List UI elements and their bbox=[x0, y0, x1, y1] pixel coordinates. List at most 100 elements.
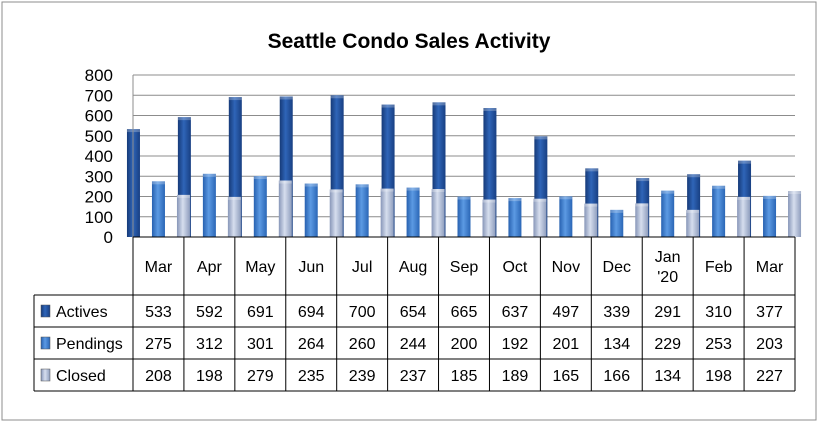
bar-bevel bbox=[406, 187, 420, 191]
legend-key-closed bbox=[40, 368, 51, 382]
bar-bevel bbox=[635, 203, 649, 207]
bar-bevel bbox=[636, 178, 650, 182]
data-label-actives: 377 bbox=[756, 304, 783, 321]
category-label: Apr bbox=[197, 259, 223, 276]
data-label-closed: 185 bbox=[451, 368, 478, 385]
bar-bevel bbox=[610, 209, 624, 213]
legend-key-pendings bbox=[40, 336, 51, 350]
bar-closed-8 bbox=[584, 203, 598, 237]
data-label-closed: 239 bbox=[349, 368, 376, 385]
bar-bevel bbox=[738, 160, 752, 164]
bar-bevel bbox=[228, 97, 242, 101]
bar-bevel bbox=[278, 180, 292, 184]
bar-bevel bbox=[584, 203, 598, 207]
bar-bevel bbox=[482, 199, 496, 203]
bar-bevel bbox=[330, 95, 344, 99]
data-label-pendings: 192 bbox=[502, 336, 529, 353]
bar-pendings-1 bbox=[202, 173, 216, 237]
bar-bevel bbox=[763, 195, 777, 199]
data-label-actives: 700 bbox=[349, 304, 376, 321]
category-label: Jan bbox=[655, 249, 681, 266]
category-label: Aug bbox=[399, 259, 427, 276]
bar-bevel bbox=[151, 181, 165, 185]
data-label-closed: 166 bbox=[603, 368, 630, 385]
data-label-closed: 279 bbox=[247, 368, 274, 385]
y-tick-label: 600 bbox=[85, 107, 113, 126]
bar-bevel bbox=[355, 184, 369, 188]
bar-closed-3 bbox=[329, 189, 343, 237]
bar-pendings-2 bbox=[253, 176, 267, 237]
bar-closed-5 bbox=[431, 189, 445, 237]
y-tick-label: 400 bbox=[85, 147, 113, 166]
data-label-pendings: 134 bbox=[603, 336, 630, 353]
bar-bevel bbox=[559, 196, 573, 200]
category-label: Jun bbox=[298, 259, 324, 276]
data-label-pendings: 203 bbox=[756, 336, 783, 353]
data-label-actives: 497 bbox=[552, 304, 579, 321]
data-label-actives: 592 bbox=[196, 304, 223, 321]
bar-bevel bbox=[253, 176, 267, 180]
data-label-pendings: 301 bbox=[247, 336, 274, 353]
bar-pendings-4 bbox=[355, 184, 369, 237]
bar-pendings-10 bbox=[661, 190, 675, 237]
category-label: Nov bbox=[552, 259, 580, 276]
data-label-closed: 208 bbox=[145, 368, 172, 385]
data-label-actives: 691 bbox=[247, 304, 274, 321]
bar-bevel bbox=[788, 191, 802, 195]
bar-pendings-0 bbox=[151, 181, 165, 237]
data-label-pendings: 264 bbox=[298, 336, 325, 353]
bar-bevel bbox=[202, 173, 216, 177]
bar-pendings-7 bbox=[508, 198, 522, 237]
bar-bevel bbox=[177, 117, 191, 121]
bar-bevel bbox=[380, 188, 394, 192]
bar-closed-11 bbox=[737, 196, 751, 237]
data-label-actives: 339 bbox=[603, 304, 630, 321]
data-label-closed: 198 bbox=[705, 368, 732, 385]
bar-bevel bbox=[661, 190, 675, 194]
data-label-closed: 198 bbox=[196, 368, 223, 385]
category-label: Jul bbox=[352, 259, 372, 276]
bar-closed-4 bbox=[380, 188, 394, 237]
bar-pendings-8 bbox=[559, 196, 573, 237]
bar-bevel bbox=[686, 209, 700, 213]
legend-label-pendings: Pendings bbox=[56, 336, 123, 353]
y-tick-label: 300 bbox=[85, 167, 113, 186]
bar-pendings-3 bbox=[304, 183, 318, 237]
y-tick-label: 700 bbox=[85, 86, 113, 105]
data-label-pendings: 244 bbox=[400, 336, 427, 353]
bar-pendings-11 bbox=[712, 185, 726, 237]
bar-bevel bbox=[585, 168, 599, 172]
bar-bevel bbox=[381, 104, 395, 108]
legend-label-actives: Actives bbox=[56, 304, 108, 321]
bar-bevel bbox=[508, 198, 522, 202]
data-label-actives: 533 bbox=[145, 304, 172, 321]
data-label-closed: 134 bbox=[654, 368, 681, 385]
y-tick-label: 800 bbox=[85, 66, 113, 85]
bar-bevel bbox=[483, 108, 497, 112]
category-label: '20 bbox=[657, 269, 678, 286]
data-label-closed: 235 bbox=[298, 368, 325, 385]
bar-closed-12 bbox=[788, 191, 802, 237]
legend-label-closed: Closed bbox=[56, 368, 106, 385]
y-tick-label: 200 bbox=[85, 188, 113, 207]
data-label-actives: 665 bbox=[451, 304, 478, 321]
bar-closed-1 bbox=[227, 196, 241, 237]
bar-closed-7 bbox=[533, 198, 547, 237]
bar-pendings-6 bbox=[457, 196, 471, 237]
bar-bevel bbox=[304, 183, 318, 187]
category-label: May bbox=[245, 259, 275, 276]
data-label-actives: 654 bbox=[400, 304, 427, 321]
category-label: Mar bbox=[756, 259, 784, 276]
bar-closed-10 bbox=[686, 209, 700, 237]
bar-closed-0 bbox=[176, 194, 190, 237]
chart-title: Seattle Condo Sales Activity bbox=[268, 30, 551, 53]
bar-bevel bbox=[279, 96, 293, 100]
category-label: Oct bbox=[502, 259, 527, 276]
data-label-closed: 189 bbox=[502, 368, 529, 385]
category-label: Feb bbox=[705, 259, 733, 276]
data-label-pendings: 312 bbox=[196, 336, 223, 353]
bar-pendings-9 bbox=[610, 209, 624, 237]
